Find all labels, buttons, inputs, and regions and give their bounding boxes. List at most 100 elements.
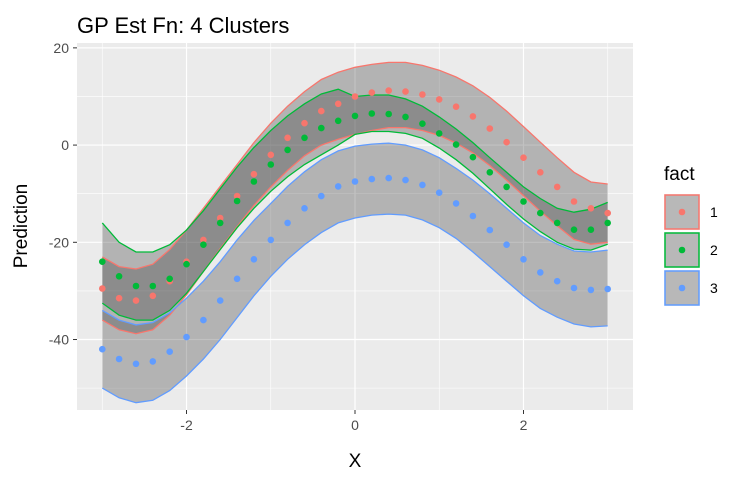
point-series-2: [385, 110, 393, 118]
point-series-3: [267, 236, 275, 244]
point-series-3: [284, 219, 291, 227]
point-series-3: [334, 183, 342, 190]
point-series-1: [503, 138, 510, 146]
point-series-1: [537, 169, 544, 176]
point-series-2: [334, 117, 342, 125]
point-series-2: [537, 209, 544, 217]
point-series-3: [570, 284, 578, 292]
point-series-2: [419, 120, 426, 127]
point-series-1: [469, 113, 477, 120]
point-series-1: [267, 151, 275, 159]
ribbon-lower-edge-series-3: [101, 213, 608, 404]
point-series-2: [318, 124, 325, 132]
legend-key-point-3: [678, 284, 686, 292]
point-series-2: [216, 219, 224, 227]
point-series-3: [318, 192, 325, 200]
point-series-3: [604, 285, 611, 293]
point-series-3: [149, 358, 157, 365]
legend-key-point-1: [678, 208, 686, 216]
point-series-2: [402, 113, 409, 121]
point-series-1: [570, 198, 578, 205]
y-tick-label: -40: [49, 332, 69, 348]
point-series-3: [587, 286, 595, 294]
y-axis-title: Prediction: [11, 184, 32, 269]
point-series-1: [250, 170, 258, 178]
ribbon-upper-edge-series-3: [101, 142, 608, 326]
point-series-2: [183, 260, 190, 268]
point-series-2: [284, 146, 291, 154]
point-series-1: [334, 100, 342, 108]
point-series-2: [115, 273, 123, 280]
point-series-3: [200, 316, 207, 324]
point-series-1: [318, 107, 325, 115]
point-series-3: [351, 178, 359, 185]
ribbon-series-3: [102, 143, 608, 403]
point-series-1: [351, 93, 359, 100]
point-series-2: [435, 130, 443, 137]
point-series-2: [267, 161, 275, 168]
point-series-2: [368, 110, 376, 117]
y-tick-label: 0: [61, 137, 69, 153]
point-series-1: [301, 119, 308, 127]
point-series-1: [284, 134, 291, 142]
point-series-3: [486, 226, 494, 234]
point-series-2: [250, 178, 258, 185]
point-series-3: [233, 275, 241, 283]
point-series-2: [469, 153, 477, 161]
point-series-3: [452, 200, 460, 207]
point-series-3: [368, 175, 376, 183]
point-series-3: [166, 348, 173, 356]
point-series-1: [435, 96, 443, 103]
point-series-1: [115, 294, 123, 302]
point-series-2: [587, 226, 595, 233]
point-series-2: [149, 282, 157, 290]
point-series-1: [452, 103, 460, 110]
point-series-1: [520, 154, 527, 161]
point-series-2: [520, 198, 527, 205]
point-series-2: [553, 219, 561, 227]
legend-label-2: 2: [710, 242, 718, 258]
point-series-2: [452, 141, 460, 148]
point-series-3: [183, 333, 190, 341]
chart-title: GP Est Fn: 4 Clusters: [77, 13, 289, 38]
point-series-3: [115, 355, 123, 363]
point-series-2: [351, 112, 359, 120]
point-series-1: [402, 88, 409, 95]
legend-key-point-2: [678, 246, 686, 254]
point-series-3: [216, 297, 224, 304]
point-series-3: [419, 181, 426, 189]
point-series-3: [385, 174, 393, 182]
legend-title: fact: [664, 164, 695, 185]
point-series-1: [149, 292, 157, 300]
ribbon-lower-edge-series-2: [101, 130, 608, 321]
point-series-3: [99, 345, 106, 353]
point-series-2: [99, 258, 106, 266]
point-series-2: [166, 275, 173, 283]
point-series-3: [132, 360, 140, 368]
point-series-2: [233, 197, 241, 205]
gridlines: [77, 43, 633, 410]
point-series-1: [486, 125, 494, 132]
point-series-2: [486, 169, 494, 176]
point-series-1: [587, 205, 595, 212]
point-series-2: [570, 226, 578, 233]
point-series-2: [200, 241, 207, 248]
point-series-1: [385, 87, 393, 94]
point-series-3: [469, 212, 477, 220]
point-series-1: [553, 183, 561, 191]
data-points: [99, 87, 611, 368]
point-series-1: [200, 236, 207, 244]
point-series-3: [553, 277, 561, 285]
point-series-3: [503, 241, 510, 248]
point-series-1: [132, 297, 140, 304]
point-series-1: [233, 192, 241, 200]
point-series-2: [132, 282, 140, 290]
y-tick-label: 20: [53, 40, 69, 56]
legend-label-1: 1: [710, 204, 718, 220]
legend-label-3: 3: [710, 280, 718, 296]
point-series-1: [604, 209, 611, 217]
point-series-1: [419, 91, 426, 98]
point-series-2: [301, 134, 308, 142]
point-series-3: [435, 189, 443, 196]
